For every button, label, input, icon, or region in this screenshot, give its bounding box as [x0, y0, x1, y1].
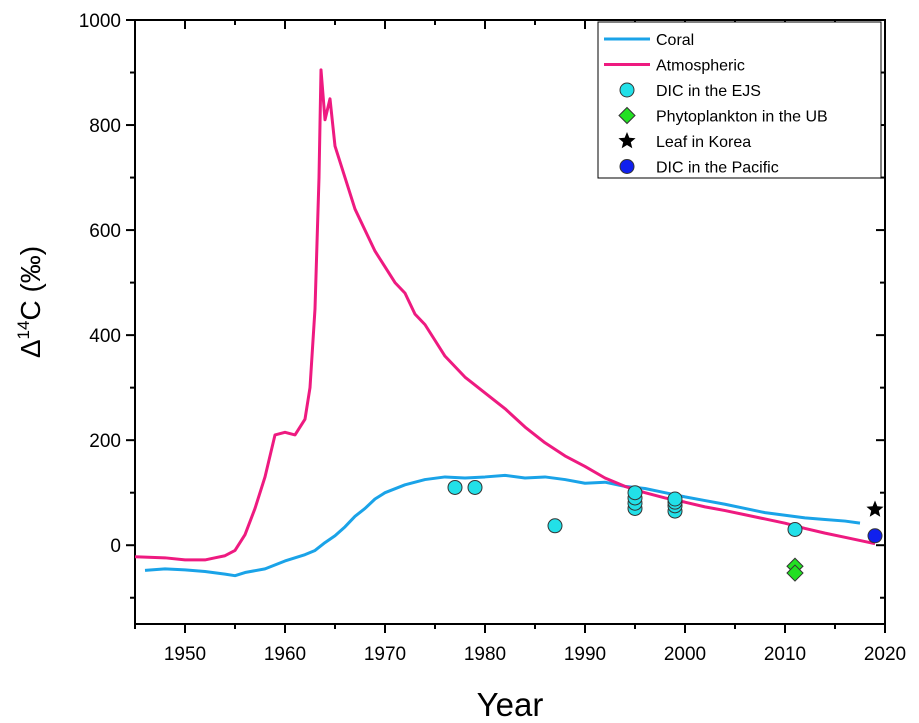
y-tick-label: 800	[89, 116, 121, 137]
dic-in-the-ejs-point	[547, 518, 563, 534]
x-tick-label: 1960	[264, 644, 306, 665]
x-tick-label: 1990	[564, 644, 606, 665]
legend-swatch-dic-in-the-pacific	[619, 159, 635, 174]
y-axis-title-rest: C (‰)	[15, 246, 46, 321]
legend-label-atmospheric: Atmospheric	[656, 58, 745, 75]
x-tick-label: 2000	[664, 644, 706, 665]
y-tick-label: 400	[89, 326, 121, 347]
atmospheric-line	[134, 68, 876, 562]
x-tick-label: 2010	[764, 644, 806, 665]
legend-label-leaf-in-korea: Leaf in Korea	[656, 134, 751, 151]
x-axis-title: Year	[477, 686, 544, 723]
dic-in-the-ejs-point	[627, 485, 643, 501]
plot-frame	[134, 19, 886, 625]
x-tick-label: 1980	[464, 644, 506, 665]
dic-in-the-ejs-point	[667, 491, 683, 507]
legend-swatch-dic-in-the-ejs	[619, 82, 635, 98]
legend-label-dic-in-the-ejs: DIC in the EJS	[656, 83, 761, 100]
coral-line	[144, 473, 861, 578]
dic-in-the-ejs-point	[467, 479, 483, 495]
dic-in-the-ejs-point	[447, 479, 463, 495]
legend-swatch-leaf-in-korea	[618, 132, 636, 149]
y-tick-label: 0	[110, 536, 121, 557]
y-axis-title: Δ14C (‰)	[14, 246, 46, 358]
legend-label-phytoplankton-in-the-ub: Phytoplankton in the UB	[656, 109, 828, 126]
leaf-in-korea-point	[866, 500, 884, 517]
dic-in-the-pacific-point	[867, 528, 883, 544]
y-tick-label: 1000	[79, 11, 121, 32]
y-axis-title-superscript: 14	[14, 321, 33, 340]
dic-in-the-ejs-point	[787, 521, 803, 537]
y-tick-label: 600	[89, 221, 121, 242]
y-tick-label: 200	[89, 431, 121, 452]
x-tick-label: 2020	[864, 644, 906, 665]
legend-label-dic-in-the-pacific: DIC in the Pacific	[656, 160, 779, 177]
x-tick-label: 1950	[164, 644, 206, 665]
phytoplankton-in-the-ub-point	[786, 564, 804, 582]
x-tick-label: 1970	[364, 644, 406, 665]
legend-box	[597, 21, 882, 179]
y-axis-title-delta: Δ	[15, 339, 46, 358]
legend-label-coral: Coral	[656, 32, 694, 49]
legend-swatch-phytoplankton-in-the-ub	[618, 106, 636, 125]
